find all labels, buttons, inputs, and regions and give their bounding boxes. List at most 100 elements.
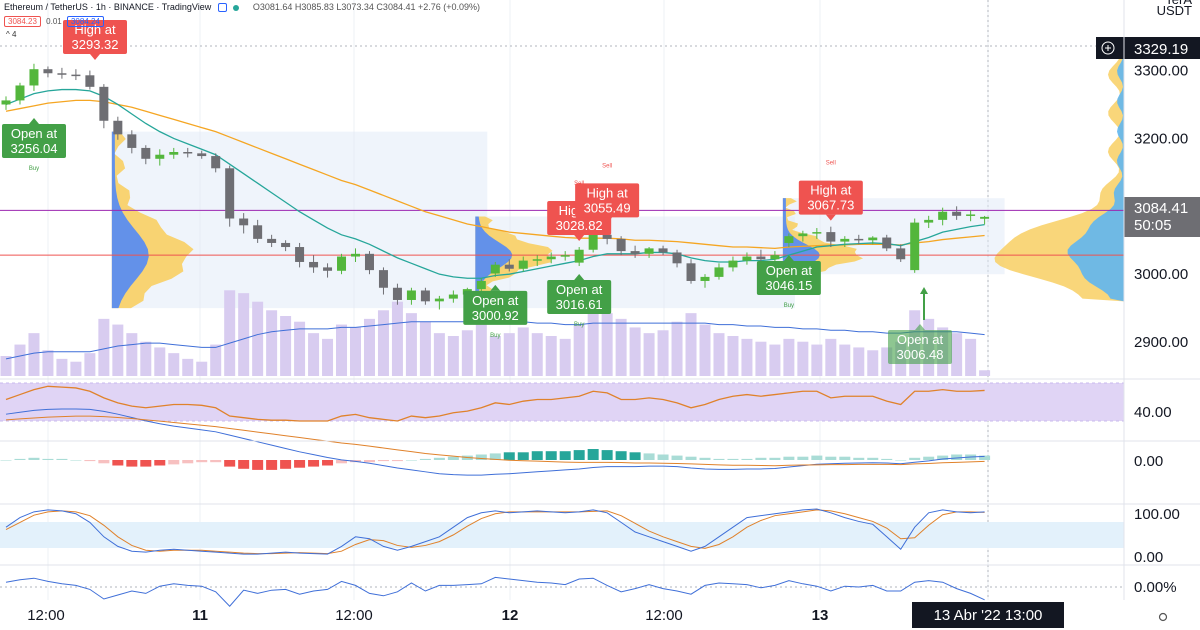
candle-body bbox=[504, 264, 514, 269]
ema-slow-line bbox=[5, 99, 985, 250]
macd-histogram-bar bbox=[657, 454, 669, 460]
macd-histogram-bar bbox=[433, 457, 445, 460]
candle-body bbox=[420, 290, 430, 302]
volume-bar bbox=[965, 338, 977, 376]
time-axis-label: 12:00 bbox=[27, 607, 65, 624]
macd-histogram-bar bbox=[671, 455, 683, 460]
candle-body bbox=[672, 252, 682, 264]
candle-body bbox=[784, 236, 794, 243]
countdown-label: 50:05 bbox=[1134, 217, 1172, 234]
macd-histogram-bar bbox=[56, 458, 68, 460]
price-unit-label: USDT bbox=[1156, 3, 1192, 18]
macd-histogram-bar bbox=[14, 458, 26, 460]
signal-pointer bbox=[574, 274, 585, 281]
candle-body bbox=[295, 247, 305, 262]
volume-bar bbox=[42, 350, 54, 376]
eye-icon[interactable] bbox=[217, 3, 227, 13]
volume-bar bbox=[657, 330, 669, 376]
macd-histogram-bar bbox=[391, 460, 403, 462]
current-price-label: 3084.41 bbox=[1134, 200, 1188, 217]
volume-bar bbox=[839, 344, 851, 376]
candle-body bbox=[57, 73, 67, 75]
macd-histogram-bar bbox=[70, 460, 82, 461]
candle-body bbox=[574, 249, 584, 263]
macd-histogram-bar bbox=[168, 460, 180, 465]
candle-body bbox=[378, 270, 388, 288]
volume-bar bbox=[238, 293, 250, 376]
macd-histogram-bar bbox=[881, 458, 893, 460]
candle-body bbox=[113, 120, 123, 135]
rsi-axis-label: 40.00 bbox=[1134, 404, 1172, 421]
macd-histogram-bar bbox=[447, 456, 459, 460]
price-axis-label: 3000.00 bbox=[1134, 266, 1188, 283]
macd-histogram-bar bbox=[28, 457, 40, 460]
volume-bar bbox=[475, 324, 487, 376]
pct-line bbox=[5, 576, 985, 607]
spread: 0.01 bbox=[46, 17, 62, 26]
volume-bar bbox=[433, 333, 445, 376]
macd-histogram-bar bbox=[405, 460, 417, 461]
time-axis-label: 11 bbox=[192, 607, 208, 624]
signal-text: Open at bbox=[556, 282, 603, 297]
macd-histogram-bar bbox=[587, 449, 599, 460]
volume-bar bbox=[951, 333, 963, 376]
macd-histogram-bar bbox=[615, 451, 627, 460]
macd-histogram-bar bbox=[322, 460, 334, 466]
volume-bar bbox=[699, 324, 711, 376]
signal-pointer bbox=[602, 217, 613, 224]
candle-body bbox=[197, 153, 207, 157]
volume-profile-box bbox=[111, 131, 488, 309]
indicators-collapse-toggle[interactable]: ^ 4 bbox=[6, 30, 17, 39]
volume-bar bbox=[419, 321, 431, 376]
macd-histogram-bar bbox=[308, 460, 320, 467]
ohlc-values: O3081.64 H3085.83 L3073.34 C3084.41 +2.7… bbox=[252, 2, 481, 12]
signal-box bbox=[547, 280, 612, 315]
bid-price[interactable]: 3084.23 bbox=[4, 16, 41, 27]
macd-histogram-bar bbox=[783, 456, 795, 460]
volume-bar bbox=[84, 353, 96, 376]
macd-axis-label: 0.00 bbox=[1134, 453, 1163, 470]
candle-body bbox=[15, 85, 25, 101]
macd-histogram-bar bbox=[182, 460, 194, 464]
ask-price[interactable]: 3084.24 bbox=[66, 16, 104, 27]
volume-bar bbox=[559, 338, 571, 376]
candle-body bbox=[882, 237, 892, 249]
signal-side-label: Sell bbox=[602, 163, 612, 169]
macd-histogram-bar bbox=[0, 460, 12, 461]
macd-signal-line bbox=[5, 415, 985, 467]
candle-body bbox=[602, 234, 612, 239]
volume-bar bbox=[112, 324, 124, 376]
volume-bar bbox=[517, 327, 529, 376]
macd-histogram-bar bbox=[531, 451, 543, 460]
macd-histogram-bar bbox=[363, 460, 375, 463]
symbol-name[interactable]: Ethereum / TetherUS bbox=[4, 2, 88, 12]
macd-histogram-bar bbox=[126, 460, 138, 467]
signal-text: Open at bbox=[472, 293, 519, 308]
price-axis-label: 2900.00 bbox=[1134, 334, 1188, 351]
volume-bar bbox=[224, 290, 236, 376]
candle-body bbox=[406, 290, 416, 300]
time-axis-label: 12:00 bbox=[335, 607, 373, 624]
volume-bar bbox=[489, 336, 501, 376]
volume-bar bbox=[405, 313, 417, 376]
signal-pointer bbox=[825, 214, 836, 221]
candle-body bbox=[812, 232, 822, 234]
macd-histogram-bar bbox=[685, 456, 697, 460]
volume-bar bbox=[629, 327, 641, 376]
macd-histogram-bar bbox=[252, 460, 264, 470]
add-alert-plus bbox=[1105, 45, 1111, 51]
volume-bar bbox=[447, 336, 459, 376]
volume-bar bbox=[755, 341, 767, 376]
interval[interactable]: 1h bbox=[95, 2, 106, 12]
candle-body bbox=[644, 248, 654, 254]
price-unit-upper: TerA bbox=[1157, 0, 1192, 5]
candle-body bbox=[141, 147, 151, 159]
candle-body bbox=[630, 251, 640, 254]
signal-side-label: Buy bbox=[490, 333, 500, 339]
macd-histogram-bar bbox=[909, 457, 921, 460]
macd-histogram-bar bbox=[825, 456, 837, 460]
volume-bar bbox=[615, 318, 627, 376]
